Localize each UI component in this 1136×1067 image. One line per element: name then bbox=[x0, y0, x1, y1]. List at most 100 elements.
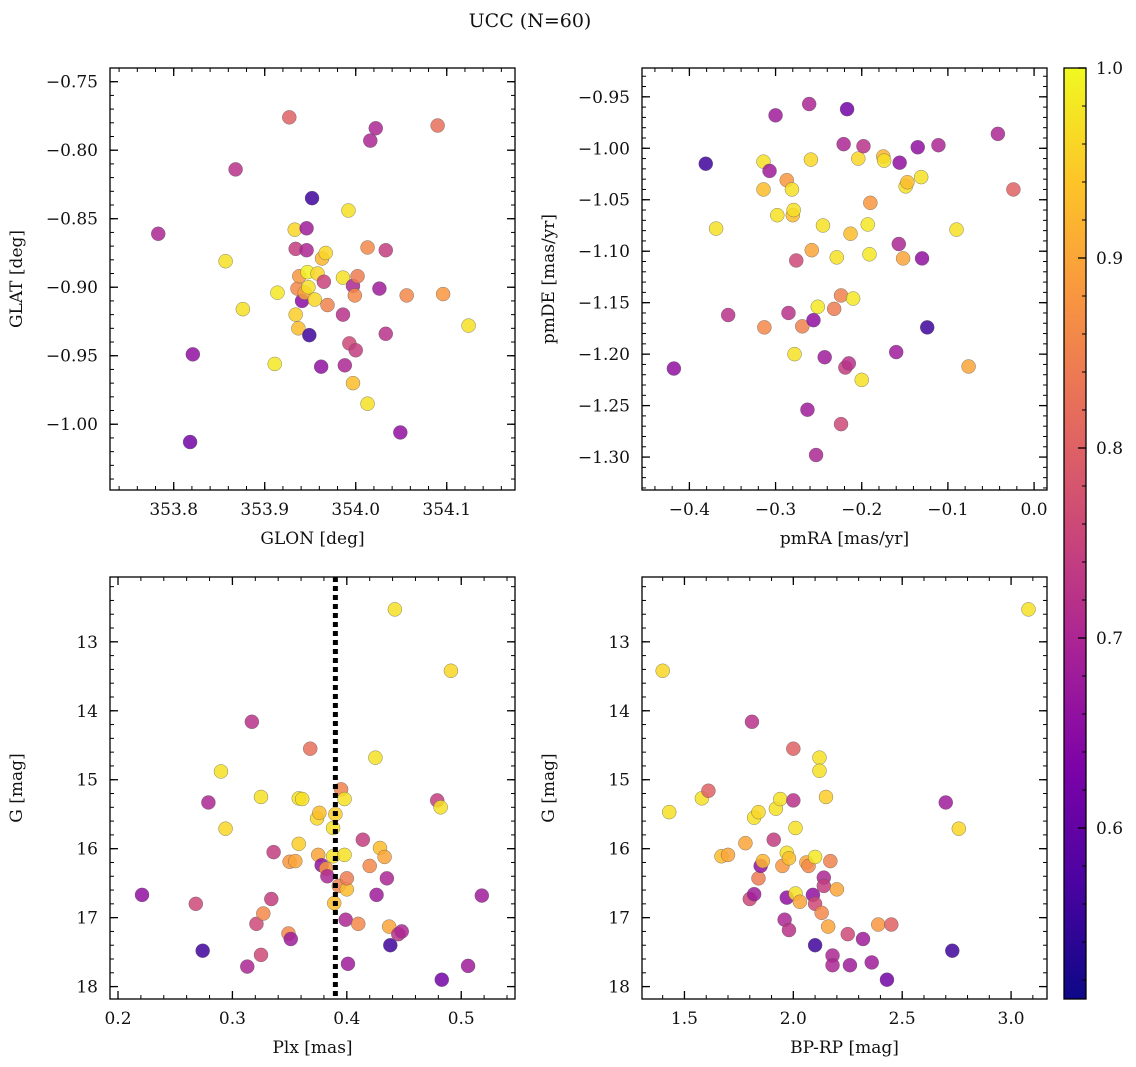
scatter-point bbox=[369, 887, 384, 903]
scatter-point bbox=[228, 162, 243, 177]
scatter-point bbox=[913, 169, 929, 185]
scatter-point bbox=[720, 307, 736, 323]
scatter-point bbox=[812, 763, 827, 779]
x-tick-label: 3.0 bbox=[998, 1009, 1025, 1029]
scatter-point bbox=[378, 242, 394, 258]
scatter-point bbox=[855, 931, 871, 947]
scatter-point bbox=[931, 137, 946, 153]
scatter-point bbox=[888, 344, 904, 360]
scatter-point bbox=[815, 218, 831, 233]
scatter-point bbox=[914, 251, 930, 266]
scatter-point bbox=[698, 156, 714, 171]
scatter-point bbox=[786, 793, 801, 808]
scatter-point bbox=[756, 182, 771, 197]
scatter-point bbox=[347, 288, 363, 303]
scatter-point bbox=[746, 886, 762, 902]
scatter-point bbox=[282, 110, 297, 125]
scatter-point bbox=[879, 972, 895, 987]
scatter-point bbox=[814, 905, 829, 921]
scatter-point bbox=[302, 741, 318, 756]
scatter-point bbox=[762, 163, 777, 179]
scatter-point bbox=[951, 821, 967, 836]
scatter-point bbox=[394, 924, 409, 939]
scatter-point bbox=[784, 182, 800, 197]
panel-2: −0.4 −0.3 −0.2 −0.1 0.0 −1.30 −1.25 −1.20 −1.15 −… bbox=[539, 67, 1048, 549]
scatter-point bbox=[768, 108, 783, 123]
scatter-point bbox=[833, 416, 849, 432]
scatter-point bbox=[910, 140, 925, 155]
y-tick-label: 17 bbox=[608, 909, 630, 929]
scatter-point bbox=[792, 894, 808, 910]
scatter-point bbox=[1021, 602, 1036, 617]
x-axis-label: Plx [mas] bbox=[272, 1038, 352, 1058]
scatter-point bbox=[708, 221, 724, 236]
scatter-point bbox=[288, 307, 303, 322]
scatter-points bbox=[150, 110, 476, 450]
scatter-point bbox=[804, 242, 820, 258]
scatter-point bbox=[744, 714, 760, 730]
y-tick-label: −0.80 bbox=[46, 141, 98, 161]
scatter-point bbox=[351, 916, 366, 932]
scatter-point bbox=[339, 871, 355, 886]
scatter-point bbox=[383, 937, 398, 953]
scatter-point bbox=[891, 236, 907, 252]
colorbar: 0.6 0.7 0.8 0.9 1.0 bbox=[1063, 59, 1123, 1000]
scatter-point bbox=[443, 663, 459, 679]
y-tick-label: −1.00 bbox=[46, 415, 98, 435]
scatter-point bbox=[854, 372, 869, 388]
scatter-point bbox=[195, 943, 210, 958]
scatter-point bbox=[755, 853, 771, 869]
x-axis-label: pmRA [mas/yr] bbox=[780, 529, 909, 549]
y-axis-label: G [mag] bbox=[539, 753, 559, 822]
scatter-point bbox=[302, 327, 317, 343]
scatter-points bbox=[655, 602, 1036, 987]
x-tick-label: 0.2 bbox=[104, 1009, 131, 1029]
scatter-point bbox=[213, 764, 229, 779]
x-tick-label: 0.5 bbox=[448, 1009, 475, 1029]
scatter-point bbox=[817, 349, 832, 365]
scatter-point bbox=[843, 226, 858, 241]
scatter-point bbox=[264, 891, 279, 907]
x-tick-label: 353.9 bbox=[240, 500, 289, 520]
scatter-point bbox=[368, 750, 383, 765]
scatter-point bbox=[862, 247, 877, 262]
scatter-point bbox=[372, 281, 387, 296]
y-axis-label: pmDE [mas/yr] bbox=[539, 214, 559, 344]
scatter-point bbox=[781, 305, 796, 321]
scatter-point bbox=[751, 871, 766, 886]
y-tick-label: −0.95 bbox=[46, 347, 98, 367]
scatter-point bbox=[185, 347, 201, 362]
figure-title: UCC (N=60) bbox=[469, 10, 592, 32]
x-tick-label: −0.4 bbox=[669, 500, 710, 520]
scatter-point bbox=[294, 791, 310, 807]
y-tick-label: 17 bbox=[76, 909, 98, 929]
scatter-point bbox=[833, 288, 849, 303]
scatter-point bbox=[766, 832, 781, 847]
scatter-point bbox=[823, 853, 838, 869]
scatter-point bbox=[474, 888, 490, 903]
scatter-point bbox=[945, 943, 960, 958]
colorbar-gradient bbox=[1064, 68, 1086, 999]
panels: 353.8 353.9 354.0 354.1 −1.00 −0.95 −0.90 −0.85… bbox=[7, 67, 1048, 1058]
scatter-point bbox=[860, 217, 876, 232]
panel-4: 1.5 2.0 2.5 3.0 13 14 15 16 17 18 BP-RP [mag] G [ma… bbox=[539, 576, 1048, 1058]
scatter-point bbox=[810, 299, 826, 315]
scatter-point bbox=[655, 663, 670, 679]
scatter-point bbox=[825, 957, 840, 973]
y-tick-label: −0.85 bbox=[46, 210, 98, 230]
scatter-point bbox=[363, 133, 378, 148]
scatter-point bbox=[134, 887, 150, 903]
scatter-point bbox=[337, 791, 352, 807]
scatter-point bbox=[701, 783, 716, 799]
colorbar-tick-label: 0.7 bbox=[1096, 629, 1123, 649]
scatter-point bbox=[770, 207, 785, 223]
scatter-point bbox=[253, 947, 269, 963]
x-axis-label: GLON [deg] bbox=[260, 529, 364, 549]
x-tick-label: −0.2 bbox=[841, 500, 882, 520]
scatter-point bbox=[320, 297, 335, 313]
scatter-point bbox=[900, 174, 915, 190]
x-tick-label: 354.1 bbox=[422, 500, 471, 520]
panel-1: 353.8 353.9 354.0 354.1 −1.00 −0.95 −0.90 −0.85… bbox=[7, 67, 516, 549]
scatter-point bbox=[267, 356, 282, 372]
